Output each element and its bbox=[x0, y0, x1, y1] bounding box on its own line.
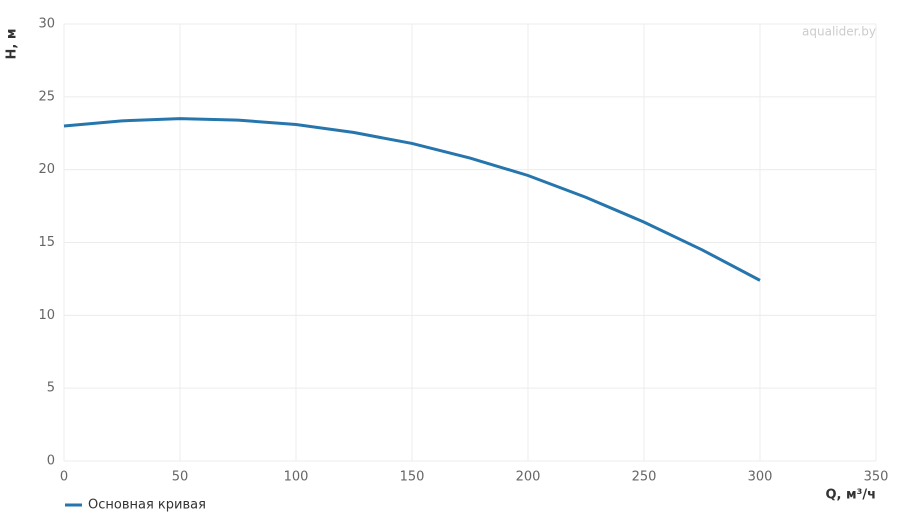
data-line bbox=[63, 117, 761, 282]
x-tick-label: 50 bbox=[172, 470, 189, 485]
x-tick-label: 150 bbox=[400, 470, 425, 485]
y-tick-label: 30 bbox=[38, 17, 55, 32]
y-tick-label: 10 bbox=[38, 308, 55, 323]
y-tick-label: 20 bbox=[38, 162, 55, 177]
x-axis-label: Q, м³/ч bbox=[825, 488, 876, 503]
y-tick-label: 25 bbox=[38, 89, 55, 104]
y-tick-label: 15 bbox=[38, 235, 55, 250]
x-tick-label: 0 bbox=[60, 470, 68, 485]
y-axis-label: H, м bbox=[5, 29, 20, 60]
x-tick-label: 200 bbox=[516, 470, 541, 485]
y-tick-label: 0 bbox=[47, 454, 55, 469]
x-tick-label: 350 bbox=[864, 470, 889, 485]
legend-label: Основная кривая bbox=[88, 498, 206, 513]
y-tick-label: 5 bbox=[47, 381, 55, 396]
x-tick-label: 100 bbox=[284, 470, 309, 485]
watermark: aqualider.by bbox=[802, 25, 876, 39]
x-tick-label: 300 bbox=[748, 470, 773, 485]
x-tick-label: 250 bbox=[632, 470, 657, 485]
